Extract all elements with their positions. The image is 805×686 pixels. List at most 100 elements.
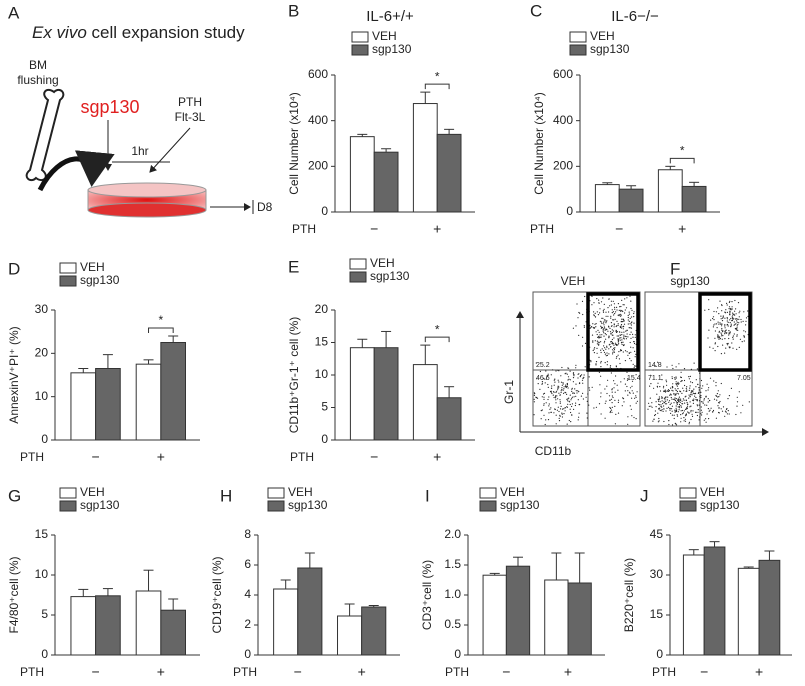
dot bbox=[571, 403, 574, 405]
dot bbox=[606, 354, 609, 356]
dot bbox=[629, 317, 631, 319]
dot bbox=[661, 406, 663, 408]
dot bbox=[718, 331, 720, 333]
dot bbox=[613, 347, 615, 349]
dot bbox=[579, 403, 581, 406]
dot bbox=[675, 410, 677, 413]
dot bbox=[674, 399, 677, 401]
dot bbox=[613, 324, 615, 326]
dot bbox=[661, 379, 663, 381]
dot bbox=[543, 396, 545, 398]
dot bbox=[682, 403, 684, 405]
dot bbox=[738, 312, 740, 314]
dot bbox=[676, 384, 678, 386]
x-tick-label: + bbox=[157, 449, 165, 465]
dot bbox=[675, 381, 677, 383]
dot bbox=[729, 308, 732, 310]
dot bbox=[692, 391, 694, 393]
dot bbox=[668, 390, 671, 392]
dot bbox=[559, 399, 561, 401]
dot bbox=[603, 321, 605, 323]
dot bbox=[627, 416, 629, 418]
dot bbox=[621, 334, 623, 336]
dot bbox=[612, 311, 615, 313]
dot bbox=[598, 341, 600, 343]
dot bbox=[748, 401, 750, 403]
dot bbox=[545, 378, 547, 380]
quadrant-value: 7.05 bbox=[737, 375, 751, 382]
dot bbox=[728, 308, 730, 310]
dot bbox=[718, 313, 720, 315]
dot bbox=[673, 414, 675, 416]
bar bbox=[135, 590, 162, 656]
dot bbox=[695, 386, 697, 388]
dot bbox=[629, 327, 631, 329]
dot bbox=[683, 420, 685, 422]
dot bbox=[598, 343, 600, 345]
dot bbox=[673, 392, 675, 395]
dot bbox=[724, 312, 727, 314]
dot bbox=[607, 379, 609, 381]
dot bbox=[601, 326, 603, 328]
dot bbox=[696, 414, 699, 417]
dot bbox=[570, 421, 572, 423]
dot bbox=[701, 414, 703, 416]
y-axis-label: CD19⁺cell (%) bbox=[210, 556, 224, 633]
dot bbox=[573, 374, 575, 376]
dot bbox=[734, 314, 736, 316]
dot bbox=[619, 362, 621, 365]
dot bbox=[535, 362, 537, 364]
y-axis-label: CD11b⁺Gr-1⁺ cell (%) bbox=[287, 317, 301, 433]
dot bbox=[677, 411, 679, 413]
dot bbox=[683, 417, 685, 419]
legend-swatch bbox=[349, 271, 367, 283]
dot bbox=[614, 383, 616, 385]
dot bbox=[633, 311, 635, 313]
dot bbox=[556, 395, 558, 397]
dot bbox=[635, 353, 637, 355]
dot bbox=[614, 423, 617, 425]
dot bbox=[671, 398, 673, 400]
dot bbox=[668, 406, 670, 408]
dot bbox=[630, 351, 632, 353]
dot bbox=[610, 333, 612, 335]
dot bbox=[724, 352, 726, 354]
dot bbox=[717, 335, 719, 337]
legend-label: VEH bbox=[80, 485, 105, 499]
dot bbox=[562, 383, 564, 385]
dot bbox=[636, 400, 639, 402]
dot bbox=[605, 329, 607, 331]
dot bbox=[614, 306, 616, 308]
panel-letter: G bbox=[8, 486, 21, 505]
dot bbox=[680, 414, 682, 416]
dot bbox=[600, 413, 602, 415]
dot bbox=[742, 320, 744, 322]
dot bbox=[575, 390, 577, 392]
dot bbox=[588, 376, 590, 378]
dot bbox=[736, 321, 738, 323]
dot bbox=[677, 399, 679, 401]
dot bbox=[717, 405, 719, 407]
dot bbox=[733, 321, 735, 323]
dot bbox=[731, 306, 733, 308]
dot bbox=[685, 399, 688, 402]
dot bbox=[727, 398, 729, 400]
dot bbox=[622, 337, 625, 339]
dot bbox=[697, 392, 700, 394]
dot bbox=[573, 396, 575, 398]
dot bbox=[675, 366, 677, 368]
dot bbox=[610, 325, 613, 327]
dot bbox=[712, 347, 714, 349]
dot bbox=[703, 419, 705, 421]
y-tick-label: 20 bbox=[315, 302, 329, 316]
dot bbox=[565, 385, 567, 388]
dot bbox=[622, 341, 624, 343]
dot bbox=[735, 413, 737, 416]
dot bbox=[611, 388, 613, 390]
dot bbox=[603, 332, 605, 334]
dot bbox=[720, 332, 722, 334]
dot bbox=[626, 371, 628, 373]
dot bbox=[729, 331, 731, 333]
dot bbox=[624, 383, 627, 385]
dot bbox=[567, 379, 569, 381]
